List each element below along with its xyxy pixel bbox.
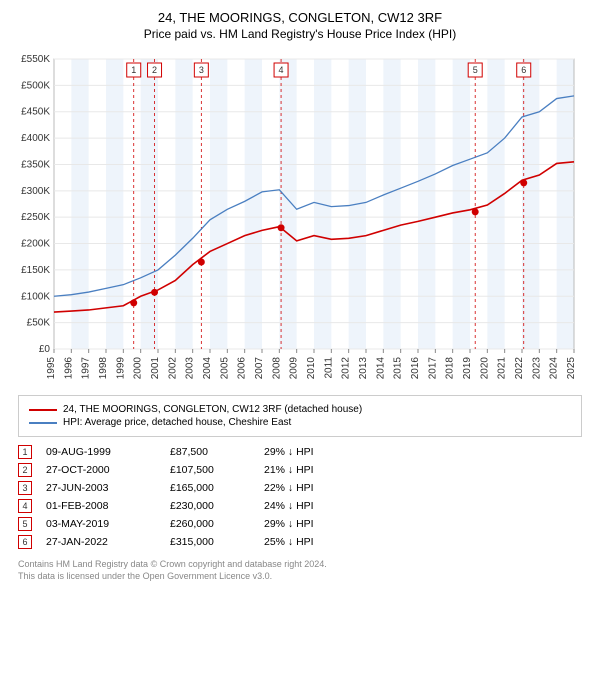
sale-price: £260,000 [170,518,250,530]
svg-text:£0: £0 [39,344,51,355]
sale-marker-box: 2 [18,463,32,477]
sale-date: 01-FEB-2008 [46,500,156,512]
sales-table: 1 09-AUG-1999 £87,500 29% ↓ HPI 2 27-OCT-2000… [18,445,582,549]
svg-text:6: 6 [521,65,526,75]
svg-text:£550K: £550K [21,54,50,65]
chart-svg: £0 £50K £100K £150K £200K £250K £300K £350K £400… [10,49,590,389]
svg-text:2002: 2002 [167,357,178,380]
sale-marker-box: 6 [18,535,32,549]
page-subtitle: Price paid vs. HM Land Registry's House … [10,27,590,41]
svg-text:2020: 2020 [479,357,490,380]
svg-text:£450K: £450K [21,107,50,118]
sale-diff: 21% ↓ HPI [264,464,314,476]
legend-item: HPI: Average price, detached house, Ches… [29,417,571,428]
svg-text:2006: 2006 [237,357,248,380]
sale-date: 27-JAN-2022 [46,536,156,548]
svg-text:2011: 2011 [323,357,334,379]
footer-line: Contains HM Land Registry data © Crown c… [18,559,582,571]
svg-text:3: 3 [199,65,204,75]
svg-text:2012: 2012 [341,357,352,380]
sale-marker-box: 5 [18,517,32,531]
table-row: 1 09-AUG-1999 £87,500 29% ↓ HPI [18,445,582,459]
svg-text:2023: 2023 [531,357,542,380]
svg-text:2015: 2015 [393,357,404,380]
svg-text:2016: 2016 [410,357,421,380]
svg-text:2022: 2022 [514,357,525,380]
svg-text:1996: 1996 [63,357,74,380]
svg-text:£500K: £500K [21,80,50,91]
svg-text:£400K: £400K [21,133,50,144]
svg-text:£150K: £150K [21,265,50,276]
legend-swatch [29,409,57,411]
svg-text:2019: 2019 [462,357,473,380]
sale-price: £165,000 [170,482,250,494]
legend-swatch [29,422,57,424]
svg-text:1997: 1997 [81,357,92,380]
svg-text:£300K: £300K [21,186,50,197]
sale-marker-box: 4 [18,499,32,513]
sale-date: 03-MAY-2019 [46,518,156,530]
svg-text:2024: 2024 [549,357,560,380]
svg-text:2021: 2021 [497,357,508,380]
svg-text:1999: 1999 [115,357,126,380]
table-row: 3 27-JUN-2003 £165,000 22% ↓ HPI [18,481,582,495]
svg-text:2004: 2004 [202,357,213,380]
svg-text:£200K: £200K [21,239,50,250]
svg-text:2007: 2007 [254,357,265,380]
svg-text:2008: 2008 [271,357,282,380]
legend-item: 24, THE MOORINGS, CONGLETON, CW12 3RF (d… [29,404,571,415]
table-row: 6 27-JAN-2022 £315,000 25% ↓ HPI [18,535,582,549]
sale-price: £315,000 [170,536,250,548]
sale-price: £87,500 [170,446,250,458]
svg-text:2009: 2009 [289,357,300,380]
sale-diff: 25% ↓ HPI [264,536,314,548]
table-row: 4 01-FEB-2008 £230,000 24% ↓ HPI [18,499,582,513]
svg-text:2014: 2014 [375,357,386,380]
price-chart: £0 £50K £100K £150K £200K £250K £300K £350K £400… [10,49,590,389]
footer-line: This data is licensed under the Open Gov… [18,571,582,583]
table-row: 2 27-OCT-2000 £107,500 21% ↓ HPI [18,463,582,477]
sale-marker-box: 1 [18,445,32,459]
sale-date: 27-OCT-2000 [46,464,156,476]
svg-text:2003: 2003 [185,357,196,380]
svg-text:2013: 2013 [358,357,369,380]
legend-label: 24, THE MOORINGS, CONGLETON, CW12 3RF (d… [63,404,362,415]
svg-text:5: 5 [473,65,478,75]
table-row: 5 03-MAY-2019 £260,000 29% ↓ HPI [18,517,582,531]
legend-label: HPI: Average price, detached house, Ches… [63,417,291,428]
sale-date: 09-AUG-1999 [46,446,156,458]
sale-marker-box: 3 [18,481,32,495]
svg-text:1: 1 [131,65,136,75]
svg-text:£350K: £350K [21,159,50,170]
sale-diff: 29% ↓ HPI [264,518,314,530]
sale-price: £230,000 [170,500,250,512]
svg-text:2018: 2018 [445,357,456,380]
svg-text:2: 2 [152,65,157,75]
svg-text:1998: 1998 [98,357,109,380]
svg-text:4: 4 [279,65,284,75]
sale-date: 27-JUN-2003 [46,482,156,494]
svg-text:2010: 2010 [306,357,317,380]
svg-text:2025: 2025 [566,357,577,380]
sale-diff: 29% ↓ HPI [264,446,314,458]
svg-text:2005: 2005 [219,357,230,380]
svg-text:£100K: £100K [21,291,50,302]
page-title: 24, THE MOORINGS, CONGLETON, CW12 3RF [10,10,590,25]
sale-diff: 22% ↓ HPI [264,482,314,494]
chart-legend: 24, THE MOORINGS, CONGLETON, CW12 3RF (d… [18,395,582,437]
svg-text:2017: 2017 [427,357,438,380]
svg-text:£250K: £250K [21,212,50,223]
svg-text:£50K: £50K [27,318,51,329]
svg-text:2001: 2001 [150,357,161,380]
footer-attribution: Contains HM Land Registry data © Crown c… [18,559,582,582]
svg-text:2000: 2000 [133,357,144,380]
sale-price: £107,500 [170,464,250,476]
svg-text:1995: 1995 [46,357,57,380]
sale-diff: 24% ↓ HPI [264,500,314,512]
